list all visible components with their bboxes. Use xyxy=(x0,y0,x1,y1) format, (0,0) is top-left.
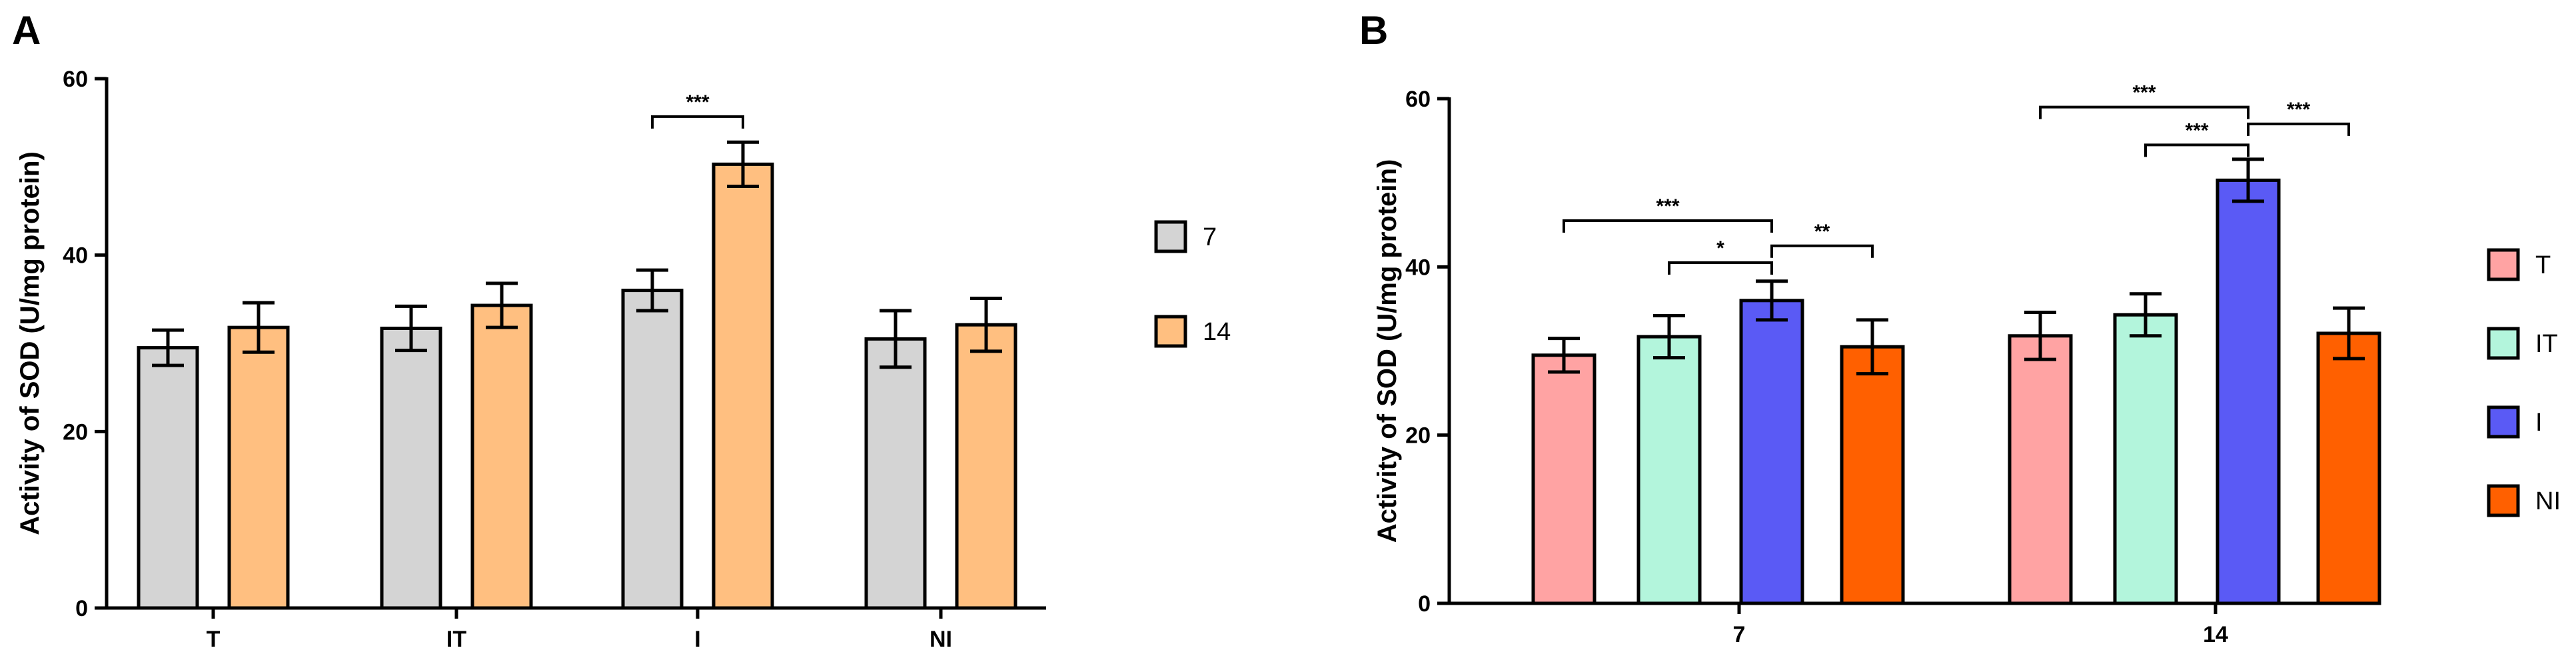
significance-bracket xyxy=(2247,122,2350,136)
significance-label: *** xyxy=(686,91,709,113)
bar xyxy=(864,337,927,610)
significance-bracket xyxy=(651,115,744,129)
y-tick-label: 0 xyxy=(75,596,88,621)
y-tick-label: 60 xyxy=(1405,87,1431,112)
y-axis-title: Activity of SOD (U/mg protein) xyxy=(1373,159,1402,543)
bar xyxy=(2216,178,2281,605)
bar xyxy=(137,346,199,610)
legend-label: NI xyxy=(2535,487,2561,515)
significance-label: *** xyxy=(2185,119,2208,141)
y-axis-title: Activity of SOD (U/mg protein) xyxy=(15,151,45,535)
bar xyxy=(1636,335,1702,605)
x-tick-label: NI xyxy=(930,627,952,652)
bar xyxy=(380,327,442,610)
significance-label: *** xyxy=(1656,195,1679,217)
y-tick-label: 40 xyxy=(63,243,88,269)
panel-letter: B xyxy=(1359,8,1388,53)
legend-label: T xyxy=(2535,251,2551,279)
x-tick-label: I xyxy=(694,627,700,652)
legend-label: I xyxy=(2535,409,2543,437)
significance-label: *** xyxy=(2287,99,2310,121)
significance-label: * xyxy=(1716,237,1724,259)
bar xyxy=(2113,313,2178,605)
bar xyxy=(712,162,774,610)
legend-swatch xyxy=(2487,327,2520,360)
legend-swatch xyxy=(2487,248,2520,281)
legend-swatch xyxy=(1154,315,1187,348)
legend-label: IT xyxy=(2535,330,2558,358)
significance-bracket xyxy=(1770,244,1874,258)
bar xyxy=(1840,345,1905,605)
bar xyxy=(621,289,684,610)
bar xyxy=(1739,299,1804,605)
y-tick-label: 40 xyxy=(1405,255,1431,280)
significance-label: *** xyxy=(2132,82,2156,104)
y-tick-label: 20 xyxy=(63,419,88,445)
significance-bracket xyxy=(2144,143,2250,157)
significance-bracket xyxy=(1563,219,1773,233)
legend-label: 7 xyxy=(1203,223,1217,251)
bar xyxy=(955,323,1017,610)
panel-letter: A xyxy=(12,8,41,53)
x-tick-label: 7 xyxy=(1733,622,1746,647)
x-tick-label: T xyxy=(207,627,221,652)
y-tick-label: 60 xyxy=(63,67,88,92)
significance-bracket xyxy=(2039,105,2250,119)
significance-bracket xyxy=(1668,261,1773,275)
y-tick-label: 0 xyxy=(1418,591,1431,617)
x-tick-label: IT xyxy=(446,627,466,652)
bar xyxy=(227,325,290,610)
bar xyxy=(1531,353,1597,605)
panel-b: B Activity of SOD (U/mg protein) 0 20 40 60 7 1… xyxy=(1359,8,2561,647)
legend-swatch xyxy=(1154,220,1187,253)
legend-label: 14 xyxy=(1203,318,1231,346)
significance-label: ** xyxy=(1814,221,1830,243)
panel-a: A Activity of SOD (U/mg protein) 0 20 40 60 T I… xyxy=(12,8,1231,652)
bar xyxy=(2316,331,2381,605)
legend-swatch xyxy=(2487,405,2520,439)
bar xyxy=(2008,334,2073,605)
x-tick-label: 14 xyxy=(2203,622,2228,647)
legend-swatch xyxy=(2487,484,2520,517)
bar xyxy=(470,303,533,610)
y-tick-label: 20 xyxy=(1405,423,1431,449)
